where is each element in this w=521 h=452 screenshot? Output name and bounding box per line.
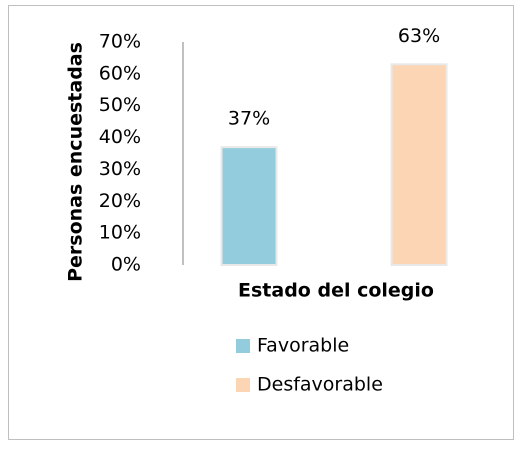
y-tick-label: 0% bbox=[111, 254, 141, 276]
legend-label: Favorable bbox=[257, 335, 349, 357]
y-tick-label: 30% bbox=[99, 158, 141, 180]
y-axis-title: Personas encuestadas bbox=[65, 42, 87, 282]
legend-swatch bbox=[236, 378, 250, 392]
data-label: 63% bbox=[398, 25, 440, 47]
legend-label: Desfavorable bbox=[257, 374, 383, 396]
y-tick-label: 60% bbox=[99, 62, 141, 84]
y-tick-label: 70% bbox=[99, 31, 141, 53]
bar bbox=[220, 146, 278, 266]
y-tick-label: 20% bbox=[99, 190, 141, 212]
y-tick-label: 40% bbox=[99, 126, 141, 148]
bar bbox=[390, 63, 448, 266]
data-label: 37% bbox=[228, 108, 270, 130]
y-tick-label: 10% bbox=[99, 222, 141, 244]
legend-swatch bbox=[236, 339, 250, 353]
y-tick-label: 50% bbox=[99, 94, 141, 116]
x-axis-title: Estado del colegio bbox=[238, 280, 434, 302]
